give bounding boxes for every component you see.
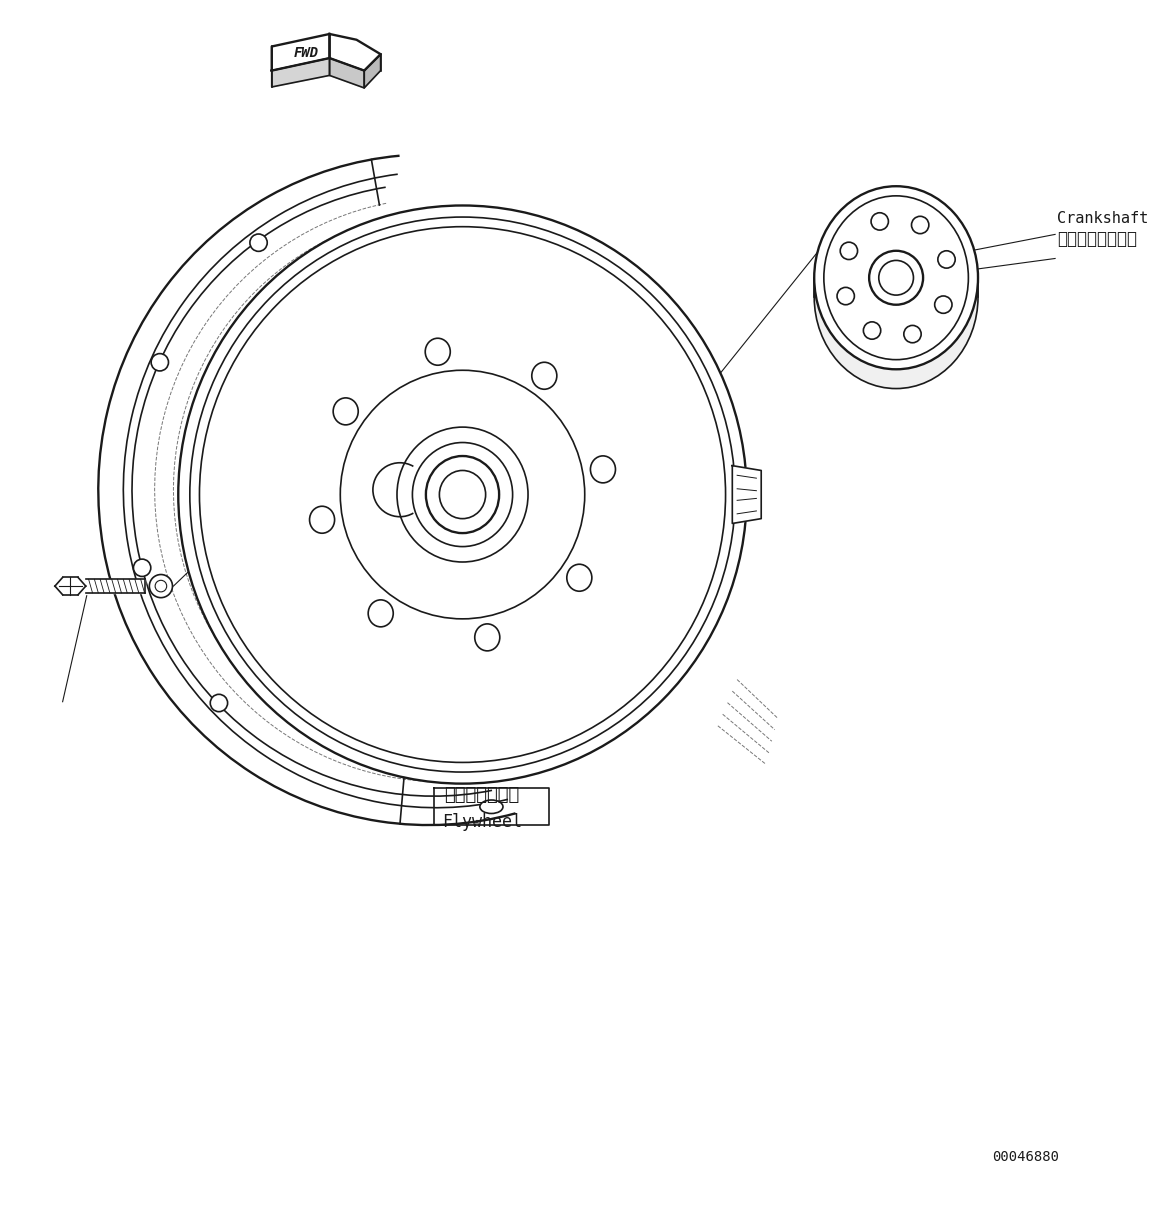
Polygon shape <box>272 34 330 70</box>
Text: FWD: FWD <box>294 47 319 60</box>
Text: Flywheel: Flywheel <box>442 813 522 831</box>
Ellipse shape <box>133 560 150 577</box>
Ellipse shape <box>178 205 746 784</box>
Ellipse shape <box>412 443 513 546</box>
Ellipse shape <box>815 205 978 389</box>
Text: Crankshaft: Crankshaft <box>1057 210 1148 225</box>
Ellipse shape <box>340 370 584 619</box>
Ellipse shape <box>938 251 956 268</box>
Ellipse shape <box>912 216 929 234</box>
Text: フライホイール: フライホイール <box>444 786 519 804</box>
Ellipse shape <box>567 565 592 592</box>
Ellipse shape <box>149 574 172 598</box>
Polygon shape <box>330 58 364 87</box>
Ellipse shape <box>815 186 978 369</box>
Ellipse shape <box>480 800 503 813</box>
Ellipse shape <box>310 507 334 534</box>
Ellipse shape <box>152 353 169 371</box>
Ellipse shape <box>211 694 228 712</box>
Ellipse shape <box>426 456 499 533</box>
Ellipse shape <box>426 338 450 365</box>
Ellipse shape <box>904 326 921 343</box>
Ellipse shape <box>590 456 616 483</box>
Ellipse shape <box>869 251 923 305</box>
Polygon shape <box>330 34 381 70</box>
Ellipse shape <box>837 288 854 305</box>
Ellipse shape <box>840 242 857 260</box>
Ellipse shape <box>474 624 500 651</box>
Text: クランクシャフト: クランクシャフト <box>1057 230 1137 248</box>
Polygon shape <box>86 579 145 593</box>
Ellipse shape <box>440 470 486 519</box>
Ellipse shape <box>871 213 889 230</box>
Polygon shape <box>272 58 330 87</box>
Polygon shape <box>434 788 550 825</box>
Text: 00046880: 00046880 <box>992 1150 1059 1165</box>
Ellipse shape <box>532 363 557 389</box>
Polygon shape <box>732 466 761 524</box>
Ellipse shape <box>935 296 952 314</box>
Ellipse shape <box>397 427 528 562</box>
Ellipse shape <box>333 397 359 424</box>
Ellipse shape <box>368 600 393 627</box>
Ellipse shape <box>250 234 267 251</box>
Polygon shape <box>364 54 381 87</box>
Ellipse shape <box>863 322 880 339</box>
